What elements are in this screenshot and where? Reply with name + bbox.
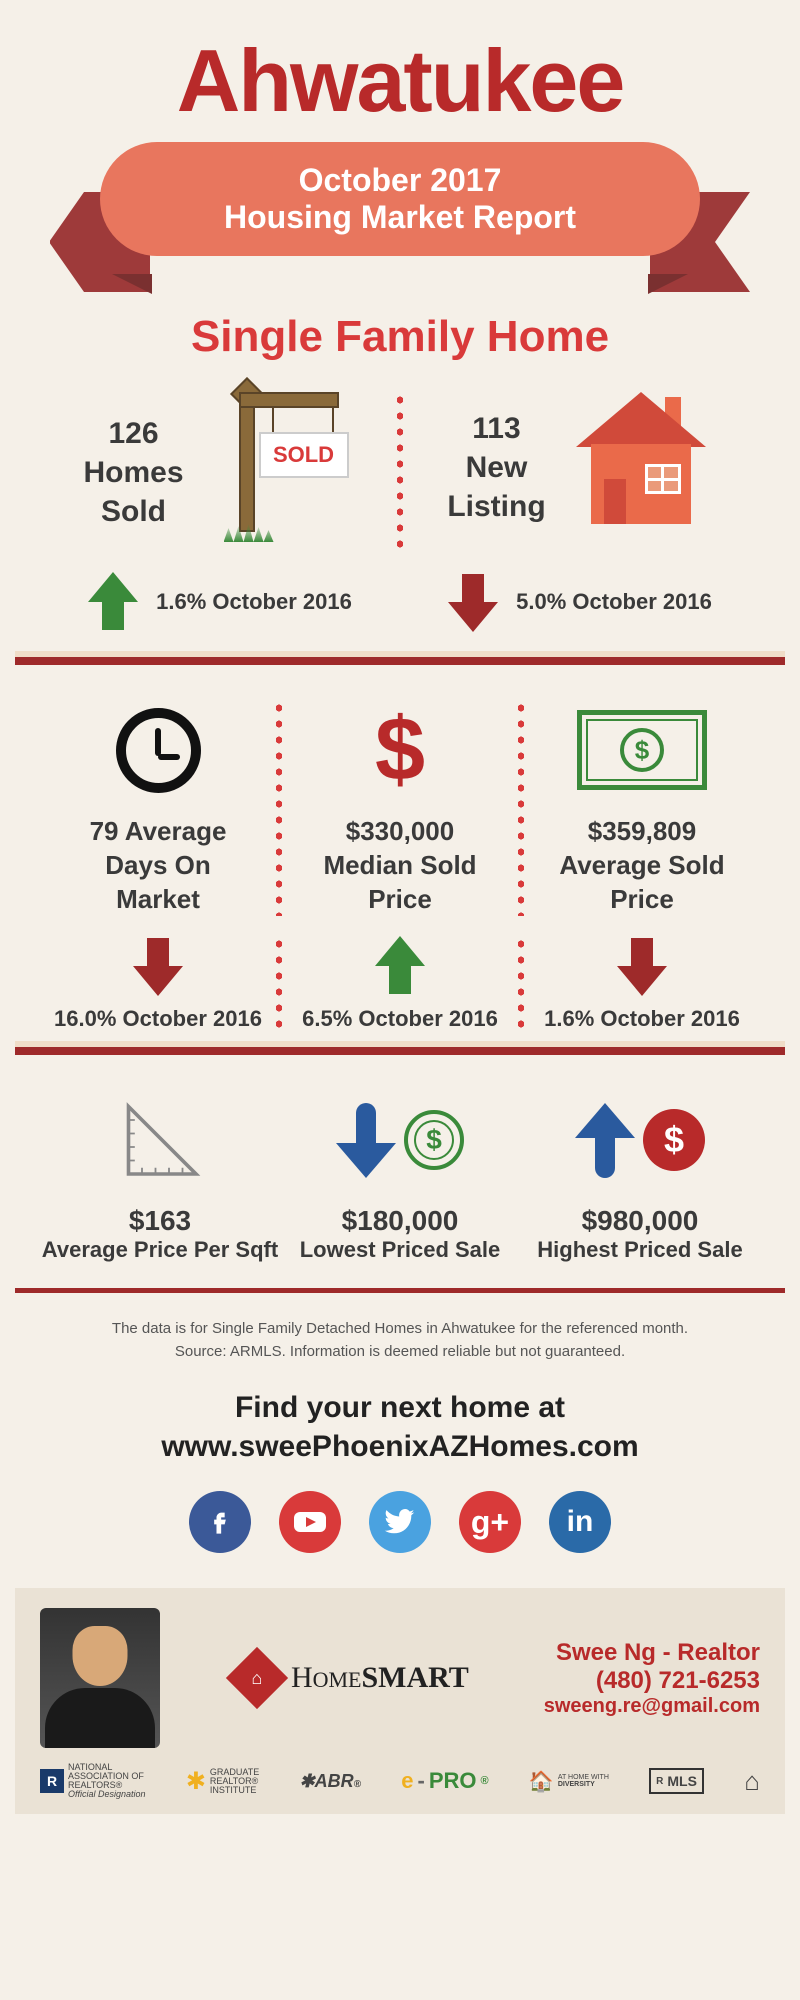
social-links: g+ in (0, 1491, 800, 1553)
money-icon: $ (577, 710, 707, 790)
gri-logo: ✱GRADUATEREALTOR®INSTITUTE (186, 1767, 259, 1796)
median-price-stat: $330,000 Median Sold Price (282, 815, 518, 916)
bottom-stats-row: $163 Average Price Per Sqft $ $180,000 L… (40, 1090, 760, 1263)
ruler-triangle-icon (115, 1093, 205, 1188)
google-plus-icon[interactable]: g+ (459, 1491, 521, 1553)
contact-info: Swee Ng - Realtor (480) 721-6253 sweeng.… (544, 1639, 760, 1718)
banner-subtitle: Housing Market Report (140, 199, 660, 236)
top-stats-row: 126 Homes Sold SOLD 113 (40, 392, 760, 552)
new-listing-stat: 113 New Listing (447, 409, 545, 526)
epro-logo: e-PRO® (401, 1768, 488, 1794)
new-listing-change: 5.0% October 2016 (516, 589, 712, 615)
youtube-icon[interactable] (279, 1491, 341, 1553)
arrow-down-icon (133, 936, 183, 996)
homesmart-logo: ⌂ HOMESMART (235, 1656, 469, 1700)
mls-logo: R MLS (649, 1768, 704, 1794)
median-change: 6.5% October 2016 (302, 1006, 498, 1032)
banner: October 2017 Housing Market Report (100, 142, 700, 292)
nar-logo: RNATIONALASSOCIATION OFREALTORS®Official… (40, 1763, 146, 1799)
blue-arrow-up-icon (575, 1103, 635, 1178)
arrow-up-icon (375, 936, 425, 996)
section-divider (15, 1047, 785, 1055)
blue-arrow-down-icon (336, 1103, 396, 1178)
infographic-container: Ahwatukee October 2017 Housing Market Re… (0, 0, 800, 1834)
dollar-icon: $ (375, 699, 425, 802)
arrow-down-icon (617, 936, 667, 996)
house-icon (566, 392, 716, 542)
arrow-up-icon (88, 572, 138, 632)
thin-divider (15, 1288, 785, 1293)
realtor-photo (40, 1608, 160, 1748)
lowest-sale-stat: $180,000 Lowest Priced Sale (280, 1205, 520, 1263)
green-dollar-circle-icon: $ (404, 1110, 464, 1170)
main-title: Ahwatukee (0, 0, 800, 132)
diversity-logo: 🏠AT HOME WITHDIVERSITY (529, 1769, 609, 1794)
arrow-down-icon (448, 572, 498, 632)
highest-sale-stat: $980,000 Highest Priced Sale (520, 1205, 760, 1263)
subtitle: Single Family Home (0, 312, 800, 362)
days-on-market-stat: 79 Average Days On Market (40, 815, 276, 916)
certification-logos: RNATIONALASSOCIATION OFREALTORS®Official… (40, 1763, 760, 1799)
banner-date: October 2017 (140, 162, 660, 199)
red-dollar-circle-icon: $ (643, 1109, 705, 1171)
call-to-action: Find your next home at www.sweePhoenixAZ… (0, 1388, 800, 1466)
section-divider (15, 657, 785, 665)
price-per-sqft-stat: $163 Average Price Per Sqft (40, 1205, 280, 1263)
facebook-icon[interactable] (189, 1491, 251, 1553)
top-change-row: 1.6% October 2016 5.0% October 2016 (40, 572, 760, 632)
twitter-icon[interactable] (369, 1491, 431, 1553)
days-change: 16.0% October 2016 (54, 1006, 262, 1032)
disclaimer-text: The data is for Single Family Detached H… (50, 1318, 750, 1363)
homes-sold-stat: 126 Homes Sold (83, 414, 183, 531)
sold-sign-icon: SOLD (204, 392, 354, 552)
abr-logo: ✱ABR® (300, 1771, 361, 1792)
homes-sold-change: 1.6% October 2016 (156, 589, 352, 615)
middle-stats-row: 79 Average Days On Market $ $330,000 Med… (40, 700, 760, 916)
linkedin-icon[interactable]: in (549, 1491, 611, 1553)
equal-housing-logo: ⌂ (744, 1766, 760, 1797)
middle-change-row: 16.0% October 2016 6.5% October 2016 1.6… (40, 936, 760, 1032)
average-price-stat: $359,809 Average Sold Price (524, 815, 760, 916)
average-change: 1.6% October 2016 (544, 1006, 740, 1032)
clock-icon (116, 708, 201, 793)
footer: ⌂ HOMESMART Swee Ng - Realtor (480) 721-… (15, 1588, 785, 1814)
